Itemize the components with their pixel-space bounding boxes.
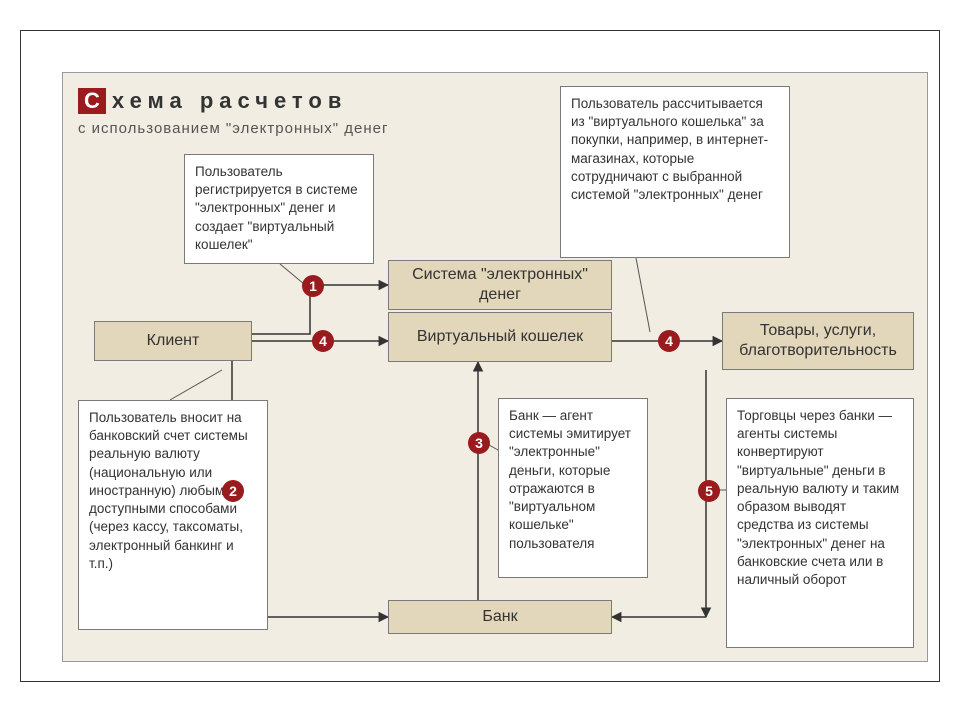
node-system: Система "электронных" денег: [388, 260, 612, 310]
callout-4: Пользователь рассчитывается из "виртуаль…: [560, 86, 790, 258]
subtitle: с использованием "электронных" денег: [78, 120, 389, 137]
title-cap: С: [78, 88, 106, 114]
title-rest: хема расчетов: [112, 88, 347, 113]
node-client: Клиент: [94, 321, 252, 361]
callout-1: Пользователь регистрируется в системе "э…: [184, 154, 374, 264]
title: Схема расчетов: [78, 88, 347, 114]
step-badge-2: 2: [222, 480, 244, 502]
step-badge-1: 1: [302, 275, 324, 297]
callout-2: Пользователь вносит на банковский счет с…: [78, 400, 268, 630]
node-wallet: Виртуальный кошелек: [388, 312, 612, 362]
callout-3: Банк — агент системы эмитирует "электрон…: [498, 398, 648, 578]
node-goods: Товары, услуги, благотворительность: [722, 312, 914, 370]
step-badge-3: 3: [468, 432, 490, 454]
step-badge-5: 5: [698, 480, 720, 502]
callout-5: Торговцы через банки — агенты системы ко…: [726, 398, 914, 648]
node-bank: Банк: [388, 600, 612, 634]
step-badge-4: 4: [658, 330, 680, 352]
step-badge-4: 4: [312, 330, 334, 352]
diagram-stage: Схема расчетов с использованием "электро…: [0, 0, 960, 720]
